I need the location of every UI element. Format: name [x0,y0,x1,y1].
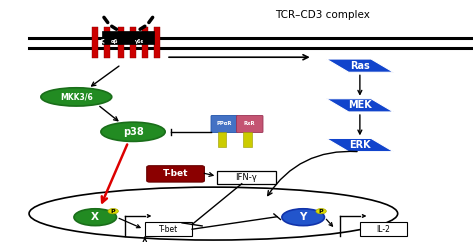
Polygon shape [326,138,393,152]
Text: T-bet: T-bet [159,225,178,234]
Text: αβ: αβ [110,39,118,44]
Ellipse shape [282,209,324,226]
Text: Y: Y [300,212,307,222]
FancyBboxPatch shape [130,27,136,58]
Text: MKK3/6: MKK3/6 [60,92,93,101]
Ellipse shape [41,88,112,106]
Ellipse shape [74,209,117,226]
FancyBboxPatch shape [237,115,263,133]
Polygon shape [326,99,393,112]
FancyBboxPatch shape [154,27,160,58]
FancyBboxPatch shape [243,132,252,147]
Text: IFN-γ: IFN-γ [236,173,257,182]
Text: T-bet: T-bet [163,169,188,178]
Text: X: X [91,212,99,222]
FancyBboxPatch shape [147,166,204,182]
Text: RxR: RxR [244,121,255,127]
Text: TCR–CD3 complex: TCR–CD3 complex [274,10,370,20]
Text: P: P [319,209,323,214]
Ellipse shape [108,209,118,214]
Text: IL-2: IL-2 [376,225,391,234]
Text: PPαR: PPαR [217,121,232,127]
Text: MEK: MEK [348,100,372,110]
Text: P: P [111,209,116,214]
FancyBboxPatch shape [360,222,407,236]
FancyBboxPatch shape [145,222,192,236]
Text: Ras: Ras [350,61,370,71]
Text: γδε: γδε [136,39,145,44]
FancyBboxPatch shape [118,27,124,58]
FancyBboxPatch shape [104,27,110,58]
Text: ζ: ζ [100,39,104,44]
FancyBboxPatch shape [217,172,276,183]
Ellipse shape [316,209,326,214]
Polygon shape [326,59,393,72]
Ellipse shape [101,122,165,141]
FancyBboxPatch shape [102,31,155,44]
FancyBboxPatch shape [142,27,148,58]
FancyBboxPatch shape [211,115,237,133]
Text: ERK: ERK [349,140,371,150]
Text: p38: p38 [123,127,144,137]
FancyBboxPatch shape [218,132,226,147]
FancyBboxPatch shape [92,27,98,58]
